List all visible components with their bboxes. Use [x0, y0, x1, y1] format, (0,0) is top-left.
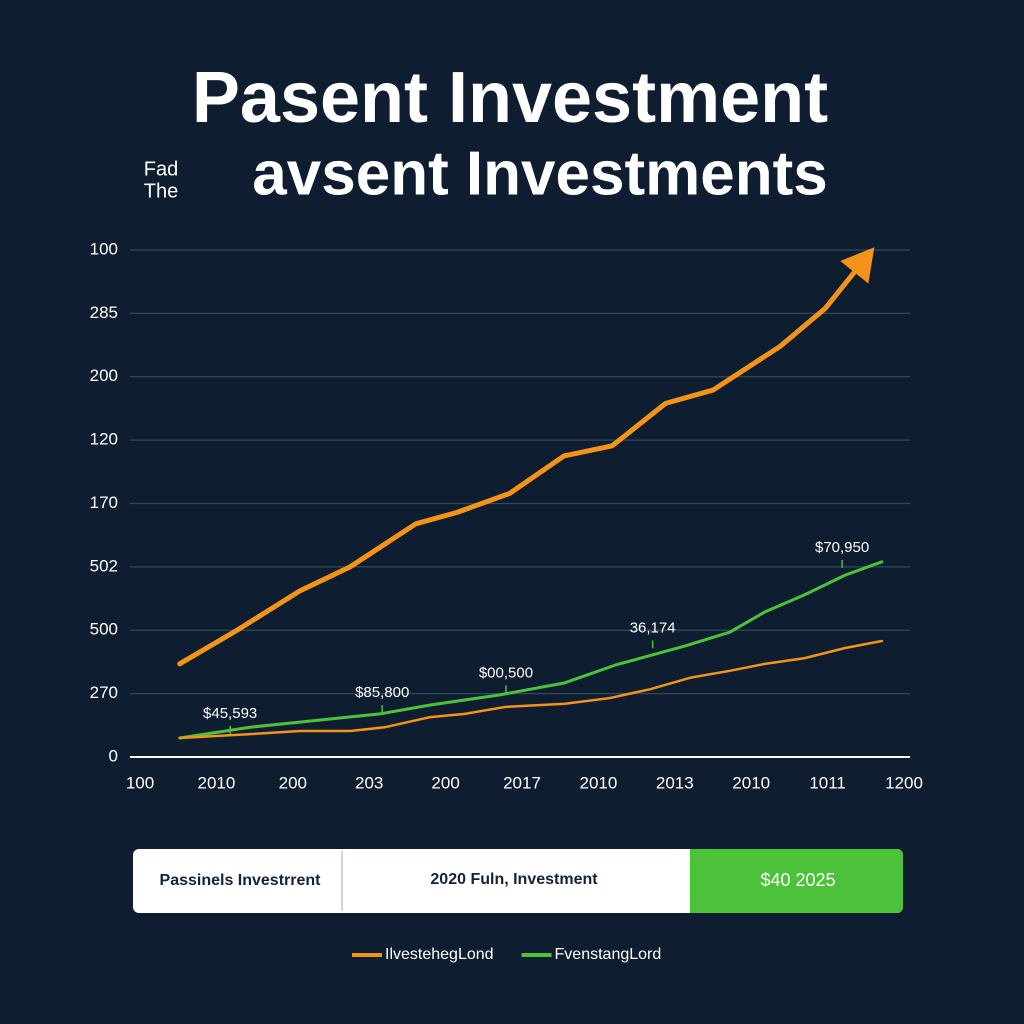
summary-cell: 2020 Fuln, Investment [430, 871, 598, 888]
summary-cell: Passinels Investrrent [160, 872, 322, 889]
side-note: Fad [144, 158, 178, 180]
side-note: The [144, 180, 178, 202]
x-tick-label: 2017 [503, 773, 541, 792]
line [178, 560, 884, 740]
legend-label: IlvestehegLond [385, 946, 494, 963]
y-tick-label: 502 [90, 556, 118, 575]
y-tick-label: 200 [90, 366, 118, 385]
y-tick-label: 500 [90, 620, 118, 639]
y-tick-label: 170 [90, 493, 118, 512]
summary-cell: $40 2025 [760, 870, 835, 890]
summary-highlight [690, 849, 903, 913]
x-tick-label: 2010 [732, 773, 770, 792]
y-tick-label: 0 [109, 746, 118, 765]
annotation: $00,500 [479, 664, 533, 681]
legend-label: FvenstangLord [555, 946, 662, 963]
y-tick-label: 285 [90, 303, 118, 322]
chart-subtitle: avsent Investments [252, 139, 827, 208]
line [177, 252, 871, 667]
annotation: $70,950 [815, 539, 869, 556]
arrow-head [840, 247, 875, 284]
annotation: $45,593 [203, 705, 257, 722]
x-tick-label: 100 [126, 773, 154, 792]
x-tick-label: 200 [431, 773, 459, 792]
x-tick-label: 2013 [656, 773, 694, 792]
x-tick-label: 1200 [885, 773, 923, 792]
x-tick-label: 1011 [809, 773, 846, 792]
x-tick-label: 203 [355, 773, 383, 792]
y-tick-label: 270 [90, 683, 118, 702]
chart-title: Pasent Investment [192, 58, 828, 138]
x-tick-label: 200 [279, 773, 307, 792]
annotation: $85,800 [355, 684, 409, 701]
y-tick-label: 120 [90, 430, 118, 449]
x-tick-label: 2010 [197, 773, 235, 792]
x-tick-label: 2010 [579, 773, 617, 792]
annotation: 36,174 [630, 619, 676, 636]
line [178, 639, 884, 740]
y-tick-label: 100 [90, 239, 118, 258]
